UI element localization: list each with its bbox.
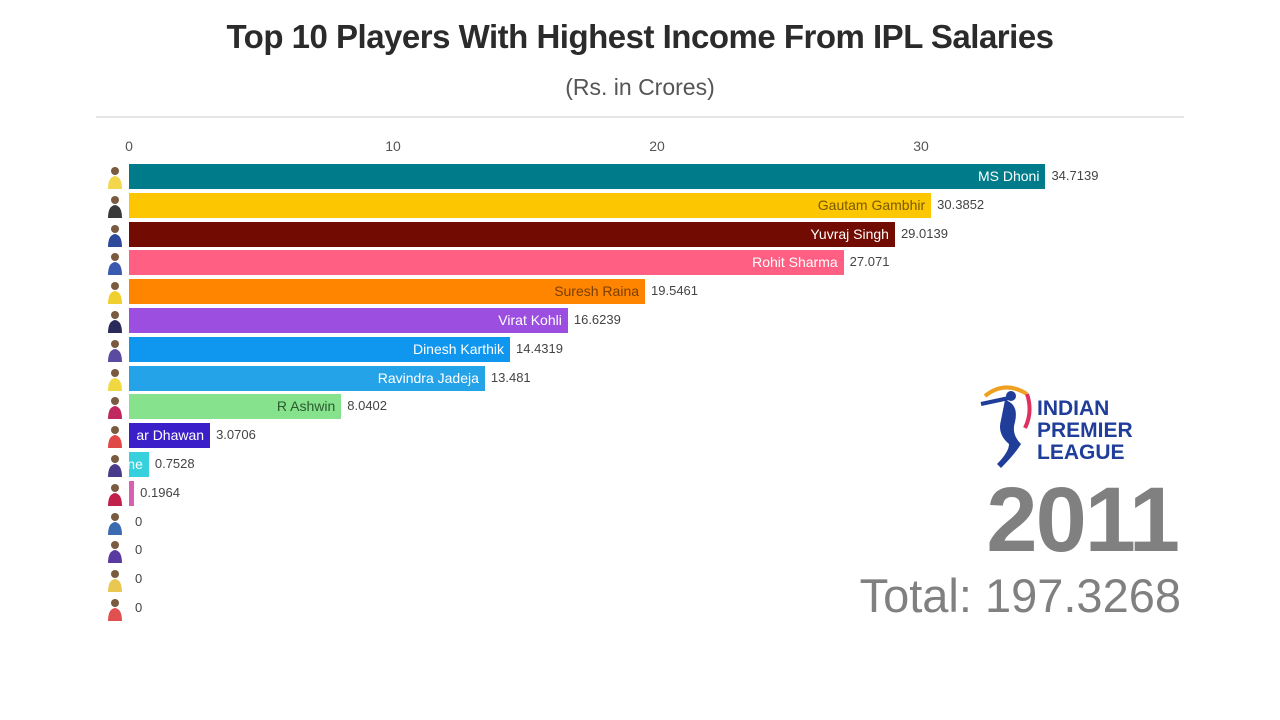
player-avatar-icon <box>106 251 124 276</box>
bar: Gautam Gambhir <box>129 192 932 218</box>
bar-row: 0 <box>0 509 1280 537</box>
player-avatar-icon <box>106 194 124 218</box>
bar-row: Suresh Raina 19.5461 <box>0 278 1280 306</box>
x-tick: 10 <box>385 138 401 154</box>
x-tick: 20 <box>649 138 665 154</box>
bar: Suresh Raina <box>129 279 646 305</box>
player-avatar-icon <box>106 511 124 535</box>
bar-label: ne <box>129 456 143 472</box>
bar-row: Rohit Sharma 27.071 <box>0 249 1280 277</box>
year-label: 2011 <box>986 469 1180 571</box>
bar: Yuvraj Singh <box>129 221 895 247</box>
bar <box>129 480 135 506</box>
bar-label: Rohit Sharma <box>752 254 838 271</box>
player-avatar-icon <box>106 395 124 420</box>
bar: Virat Kohli <box>129 308 568 333</box>
bar-row: 0 <box>0 566 1280 594</box>
bar-label: Gautam Gambhir <box>817 196 926 213</box>
header-divider <box>96 116 1184 118</box>
player-avatar-icon <box>106 568 124 593</box>
bar-row: 0 <box>0 537 1280 565</box>
bar-value: 16.6239 <box>573 312 621 327</box>
x-tick: 0 <box>125 138 133 154</box>
player-avatar-icon <box>106 309 124 333</box>
x-tick: 30 <box>913 138 929 154</box>
bar-row: Ravindra Jadeja 13.481 <box>0 365 1280 393</box>
bar-value: 30.3852 <box>937 196 985 212</box>
bar: ne <box>129 452 149 477</box>
chart-subtitle: (Rs. in Crores) <box>565 74 715 100</box>
bar: Rohit Sharma <box>129 250 844 276</box>
bar: ar Dhawan <box>129 423 211 449</box>
bar-value: 29.0139 <box>900 225 948 241</box>
total-label: Total: 197.3268 <box>859 569 1181 622</box>
chart-title: Top 10 Players With Highest Income From … <box>226 18 1054 55</box>
ipl-logo: INDIAN PREMIER LEAGUE <box>975 382 1155 474</box>
player-avatar-icon <box>106 280 124 305</box>
bar-row: MS Dhoni 34.7139 <box>0 163 1280 191</box>
bar: MS Dhoni <box>129 164 1046 189</box>
player-avatar-icon <box>106 453 124 477</box>
bar-row: Gautam Gambhir 30.3852 <box>0 192 1280 220</box>
bar-value: 3.0706 <box>216 427 256 443</box>
batsman-icon <box>980 385 1032 468</box>
bar-value: 14.4319 <box>516 340 563 356</box>
bar-label: MS Dhoni <box>977 168 1040 184</box>
bar-value: 0.1964 <box>140 484 180 500</box>
bar-value: 19.5461 <box>651 283 699 299</box>
bar-row: R Ashwin 8.0402 <box>0 393 1280 421</box>
bar-value: 27.071 <box>849 254 890 270</box>
bar-row: 0.1964 <box>0 480 1280 508</box>
bar-row: Yuvraj Singh 29.0139 <box>0 221 1280 249</box>
bar-row: Dinesh Karthik 14.4319 <box>0 336 1280 364</box>
player-avatar-icon <box>106 482 124 506</box>
bar-label: ar Dhawan <box>136 427 205 444</box>
bar-value: 0 <box>135 600 143 615</box>
bar-row: Virat Kohli 16.6239 <box>0 307 1280 335</box>
bar-label: Virat Kohli <box>498 312 562 328</box>
player-avatar-icon <box>106 338 124 362</box>
bar: Ravindra Jadeja <box>129 365 485 391</box>
bar-row: 0 <box>0 595 1280 623</box>
player-avatar-icon <box>106 367 124 391</box>
bar-value: 0 <box>135 513 143 529</box>
player-avatar-icon <box>106 165 124 189</box>
player-avatar-icon <box>106 539 124 564</box>
bar-label: Yuvraj Singh <box>810 225 889 242</box>
bar-value: 8.0402 <box>347 398 388 414</box>
bar-label: R Ashwin <box>276 398 336 415</box>
bar: Dinesh Karthik <box>129 336 510 362</box>
bar-value: 34.7139 <box>1051 168 1099 183</box>
bar-value: 13.481 <box>490 369 531 385</box>
bar-label: Dinesh Karthik <box>412 340 504 357</box>
bar-label: Suresh Raina <box>554 283 640 300</box>
bar-value: 0.7528 <box>154 456 195 471</box>
bar-row: ne 0.7528 <box>0 451 1280 479</box>
bar: R Ashwin <box>129 394 342 420</box>
logo-text: INDIAN PREMIER LEAGUE <box>1037 397 1133 464</box>
player-avatar-icon <box>106 597 124 621</box>
player-avatar-icon <box>106 424 124 449</box>
player-avatar-icon <box>106 223 124 247</box>
bar-row: ar Dhawan 3.0706 <box>0 422 1280 450</box>
bar-label: Ravindra Jadeja <box>377 369 479 386</box>
bar-value: 0 <box>135 571 143 587</box>
bar-value: 0 <box>135 542 143 558</box>
